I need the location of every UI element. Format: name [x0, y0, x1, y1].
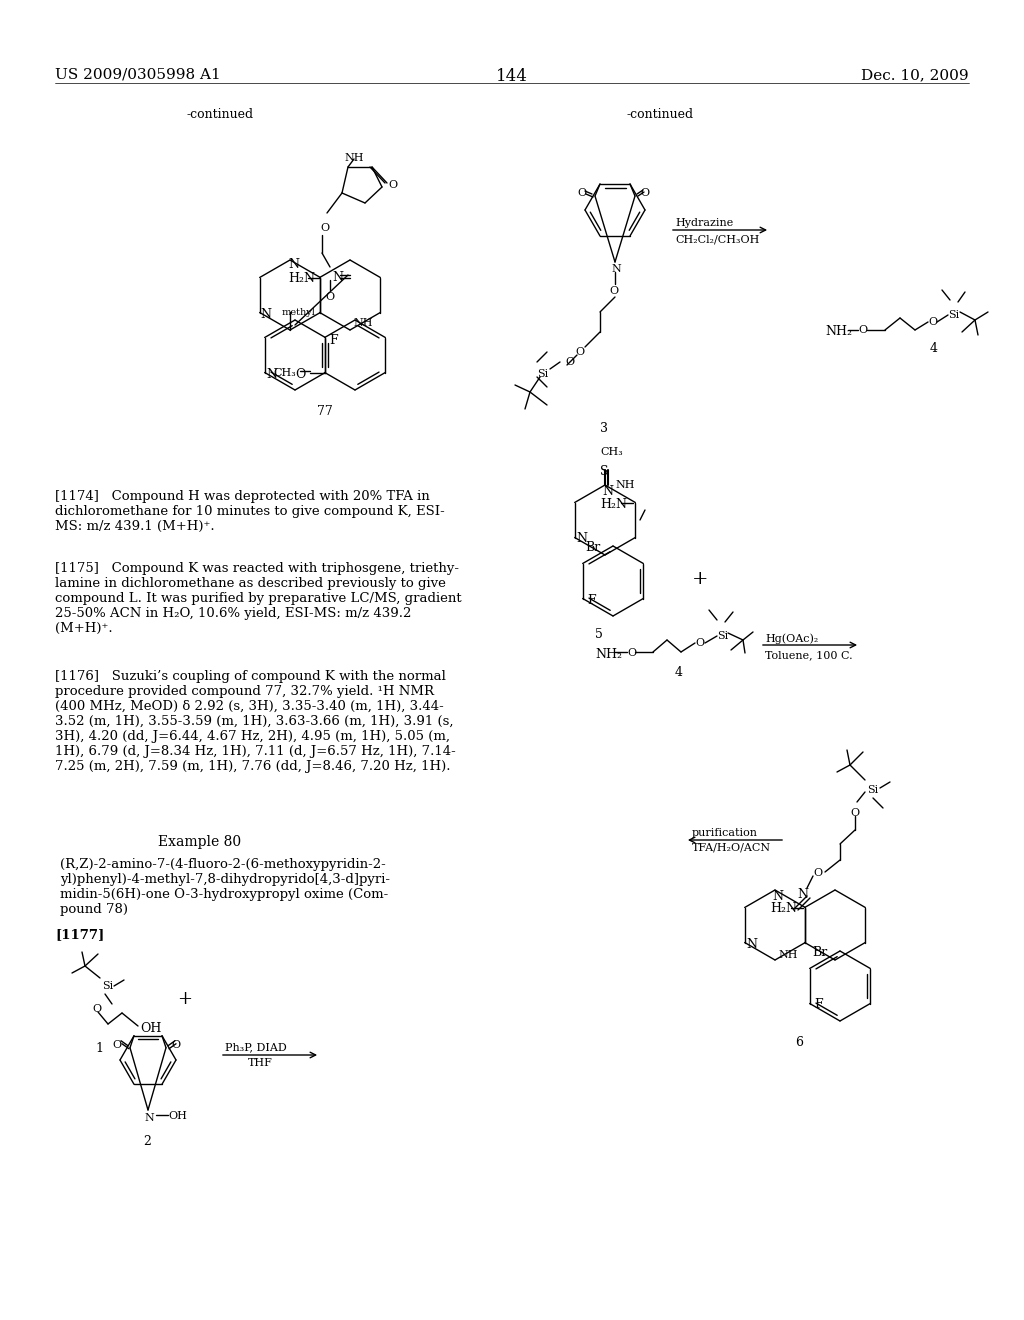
Text: CH₃: CH₃ — [600, 447, 623, 457]
Text: OH: OH — [140, 1022, 162, 1035]
Text: H₂N: H₂N — [600, 498, 628, 511]
Text: Si: Si — [537, 370, 548, 379]
Text: N: N — [332, 271, 343, 284]
Text: +: + — [177, 990, 193, 1008]
Text: -continued: -continued — [627, 108, 693, 121]
Text: N: N — [266, 367, 278, 380]
Text: O: O — [928, 317, 937, 327]
Text: H₂N: H₂N — [770, 903, 798, 916]
Text: [1174]   Compound H was deprotected with 20% TFA in
dichloromethane for 10 minut: [1174] Compound H was deprotected with 2… — [55, 490, 444, 533]
Text: O: O — [609, 286, 618, 296]
Text: Toluene, 100 C.: Toluene, 100 C. — [765, 649, 853, 660]
Text: NH: NH — [344, 153, 364, 162]
Text: Dec. 10, 2009: Dec. 10, 2009 — [861, 69, 969, 82]
Text: 2: 2 — [143, 1135, 151, 1148]
Text: 144: 144 — [496, 69, 528, 84]
Text: S: S — [600, 465, 608, 478]
Text: [1177]: [1177] — [55, 928, 104, 941]
Text: N: N — [602, 484, 613, 498]
Text: N: N — [746, 937, 758, 950]
Text: Si: Si — [948, 310, 959, 319]
Text: N: N — [288, 257, 299, 271]
Text: [1176]   Suzuki’s coupling of compound K with the normal
procedure provided comp: [1176] Suzuki’s coupling of compound K w… — [55, 671, 456, 774]
Text: (R,Z)-2-amino-7-(4-fluoro-2-(6-methoxypyridin-2-
yl)phenyl)-4-methyl-7,8-dihydro: (R,Z)-2-amino-7-(4-fluoro-2-(6-methoxypy… — [60, 858, 390, 916]
Text: O: O — [325, 292, 334, 302]
Text: N: N — [577, 532, 588, 545]
Text: methyl: methyl — [282, 308, 315, 317]
Text: NH₂: NH₂ — [825, 325, 852, 338]
Text: O: O — [565, 356, 574, 367]
Text: O: O — [858, 325, 867, 335]
Text: 6: 6 — [795, 1036, 803, 1049]
Text: 77: 77 — [317, 405, 333, 418]
Text: 1: 1 — [95, 1041, 103, 1055]
Text: O: O — [112, 1040, 121, 1049]
Text: Example 80: Example 80 — [159, 836, 242, 849]
Text: THF: THF — [248, 1059, 272, 1068]
Text: H₂N: H₂N — [289, 272, 315, 285]
Text: NH: NH — [615, 480, 635, 490]
Text: 3: 3 — [600, 422, 608, 436]
Text: O: O — [695, 638, 705, 648]
Text: O: O — [850, 808, 859, 818]
Text: CH₃: CH₃ — [273, 367, 296, 378]
Text: O: O — [813, 869, 822, 878]
Text: F: F — [330, 334, 338, 347]
Text: O: O — [171, 1040, 180, 1049]
Text: -continued: -continued — [186, 108, 254, 121]
Text: N: N — [261, 308, 271, 321]
Text: O: O — [319, 223, 329, 234]
Text: Hydrazine: Hydrazine — [675, 218, 733, 228]
Text: NH: NH — [778, 950, 798, 960]
Text: O: O — [640, 187, 649, 198]
Text: F: F — [588, 594, 596, 606]
Text: O: O — [388, 180, 397, 190]
Text: O: O — [575, 347, 584, 356]
Text: O: O — [627, 648, 636, 657]
Text: TFA/H₂O/ACN: TFA/H₂O/ACN — [692, 843, 771, 853]
Text: O: O — [295, 367, 306, 380]
Text: N: N — [772, 890, 783, 903]
Text: OH: OH — [168, 1111, 186, 1121]
Text: 4: 4 — [930, 342, 938, 355]
Text: NH: NH — [353, 318, 373, 327]
Text: Br: Br — [585, 541, 600, 554]
Text: Br: Br — [812, 946, 827, 960]
Text: 4: 4 — [675, 667, 683, 678]
Text: 5: 5 — [595, 628, 603, 642]
Text: O: O — [577, 187, 586, 198]
Text: CH₂Cl₂/CH₃OH: CH₂Cl₂/CH₃OH — [675, 235, 760, 246]
Text: Si: Si — [717, 631, 728, 642]
Text: O: O — [92, 1005, 101, 1014]
Text: F: F — [815, 998, 823, 1011]
Text: NH₂: NH₂ — [595, 648, 622, 661]
Text: N: N — [144, 1113, 154, 1123]
Text: Hg(OAc)₂: Hg(OAc)₂ — [765, 634, 818, 644]
Text: N: N — [611, 264, 621, 275]
Text: purification: purification — [692, 828, 758, 838]
Text: Si: Si — [867, 785, 879, 795]
Text: N: N — [797, 888, 808, 902]
Text: US 2009/0305998 A1: US 2009/0305998 A1 — [55, 69, 221, 82]
Text: Si: Si — [102, 981, 114, 991]
Text: +: + — [692, 570, 709, 587]
Text: Ph₃P, DIAD: Ph₃P, DIAD — [225, 1041, 287, 1052]
Text: [1175]   Compound K was reacted with triphosgene, triethy-
lamine in dichloromet: [1175] Compound K was reacted with triph… — [55, 562, 462, 635]
